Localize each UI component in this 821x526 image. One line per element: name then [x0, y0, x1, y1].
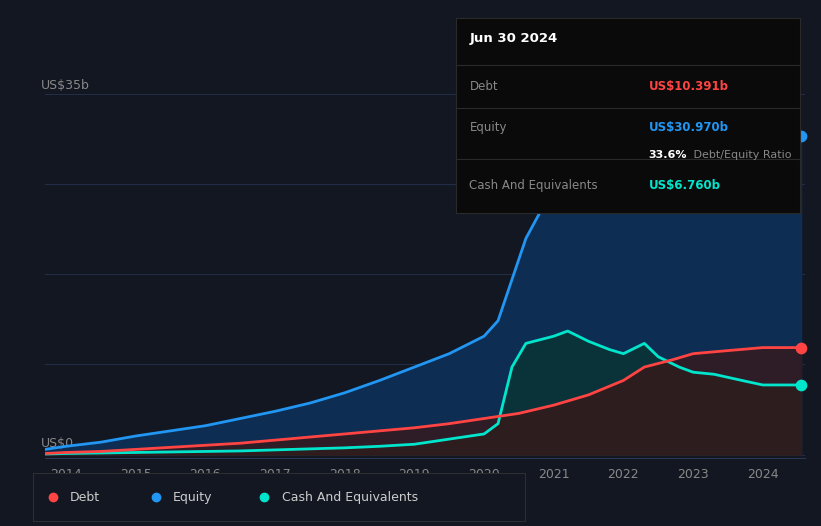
Text: Debt/Equity Ratio: Debt/Equity Ratio [690, 149, 791, 160]
Text: Equity: Equity [470, 121, 507, 134]
Text: Jun 30 2024: Jun 30 2024 [470, 32, 557, 45]
Point [795, 343, 808, 352]
Text: US$10.391b: US$10.391b [649, 80, 729, 93]
Text: Equity: Equity [173, 491, 213, 503]
Text: Debt: Debt [70, 491, 100, 503]
Text: 33.6%: 33.6% [649, 149, 687, 160]
Text: US$6.760b: US$6.760b [649, 179, 721, 193]
Text: Debt: Debt [470, 80, 498, 93]
Point [795, 381, 808, 389]
Text: Cash And Equivalents: Cash And Equivalents [282, 491, 418, 503]
Text: US$0: US$0 [41, 437, 75, 450]
Point [795, 132, 808, 140]
Text: US$35b: US$35b [41, 79, 90, 92]
Text: Cash And Equivalents: Cash And Equivalents [470, 179, 598, 193]
Text: US$30.970b: US$30.970b [649, 121, 729, 134]
